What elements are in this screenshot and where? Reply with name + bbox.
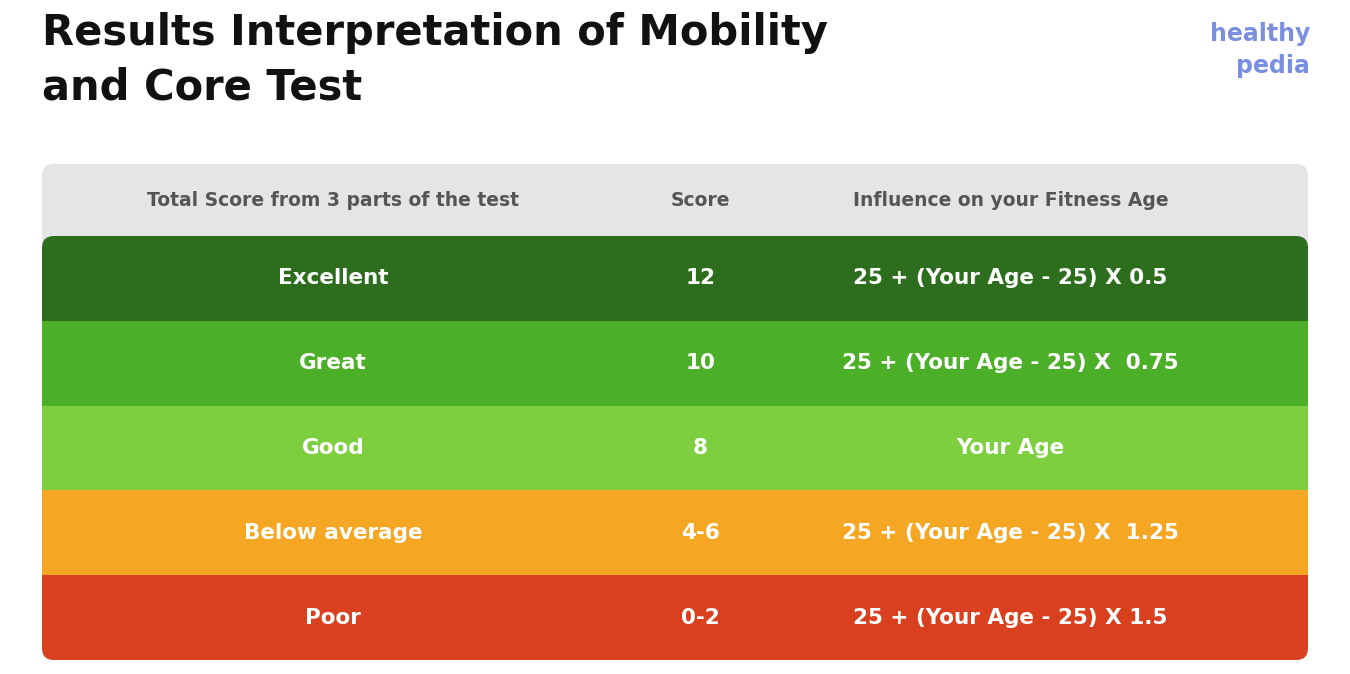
- Text: and Core Test: and Core Test: [42, 67, 362, 109]
- Text: Below average: Below average: [244, 523, 423, 543]
- Text: Good: Good: [302, 438, 365, 458]
- Bar: [42, 321, 1308, 406]
- Text: 8: 8: [693, 438, 707, 458]
- Bar: [42, 406, 1308, 491]
- Text: Poor: Poor: [305, 607, 360, 627]
- Text: 12: 12: [686, 268, 716, 288]
- Bar: [42, 278, 1308, 321]
- Bar: [42, 491, 1308, 575]
- Text: 4-6: 4-6: [680, 523, 720, 543]
- Text: Score: Score: [671, 191, 730, 210]
- Text: healthy: healthy: [1210, 22, 1310, 46]
- Text: Great: Great: [300, 353, 367, 373]
- Text: 25 + (Your Age - 25) X 0.5: 25 + (Your Age - 25) X 0.5: [853, 268, 1168, 288]
- Text: Results Interpretation of Mobility: Results Interpretation of Mobility: [42, 12, 828, 54]
- FancyBboxPatch shape: [42, 575, 1308, 660]
- Text: 10: 10: [686, 353, 716, 373]
- FancyBboxPatch shape: [42, 236, 1308, 321]
- Text: Excellent: Excellent: [278, 268, 389, 288]
- FancyBboxPatch shape: [42, 164, 1308, 660]
- Text: Total Score from 3 parts of the test: Total Score from 3 parts of the test: [147, 191, 520, 210]
- Text: 25 + (Your Age - 25) X 1.5: 25 + (Your Age - 25) X 1.5: [853, 607, 1168, 627]
- Bar: [42, 575, 1308, 617]
- Text: Influence on your Fitness Age: Influence on your Fitness Age: [853, 191, 1168, 210]
- Text: pedia: pedia: [1237, 54, 1310, 78]
- Text: 25 + (Your Age - 25) X  1.25: 25 + (Your Age - 25) X 1.25: [842, 523, 1179, 543]
- Text: Your Age: Your Age: [956, 438, 1065, 458]
- Text: 0-2: 0-2: [680, 607, 720, 627]
- Text: 25 + (Your Age - 25) X  0.75: 25 + (Your Age - 25) X 0.75: [842, 353, 1179, 373]
